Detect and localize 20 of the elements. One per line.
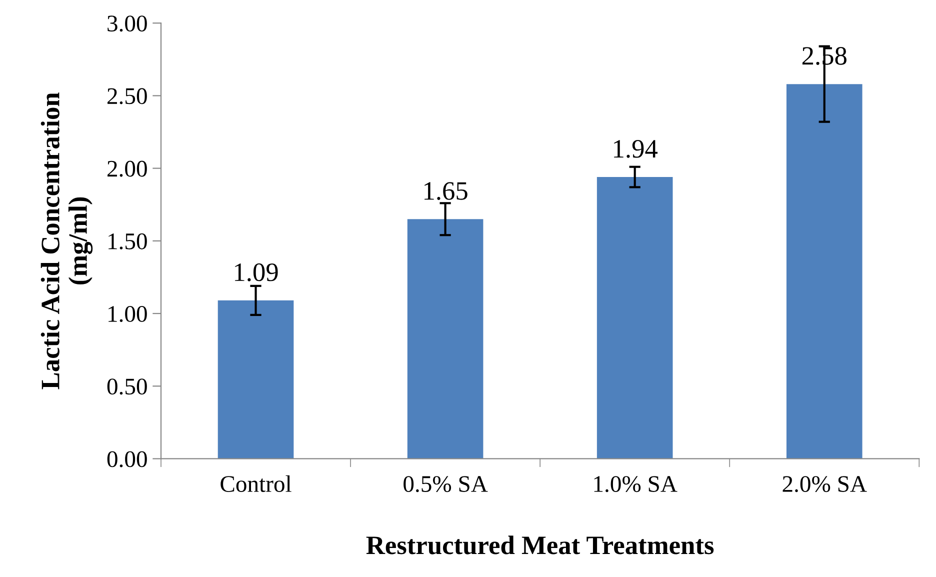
y-tick-label: 3.00 [108,16,147,32]
data-label: 1.09 [234,263,278,282]
x-tick-label: 0.5% SA [404,476,488,492]
data-label: 1.94 [614,140,658,158]
y-tick-label: 1.00 [108,306,147,322]
x-axis-title: Restructured Meat Treatments [366,536,714,554]
y-tick-label: 2.50 [108,88,147,104]
bar [218,300,294,459]
y-tick-label: 1.50 [108,233,147,250]
x-tick-label: 2.0% SA [782,476,867,492]
x-tick-label: 1.0% SA [594,476,678,492]
bar [407,219,484,459]
y-tick-label: 0.00 [107,451,147,468]
data-label: 1.65 [424,182,468,200]
bar [596,177,673,459]
x-tick-label: Control [220,475,292,492]
y-axis-title: Lactic Acid Concentration (mg/ml) [40,92,93,390]
bar [786,84,862,459]
y-tick-label: 0.50 [107,378,147,395]
y-tick-label: 2.00 [108,160,147,177]
